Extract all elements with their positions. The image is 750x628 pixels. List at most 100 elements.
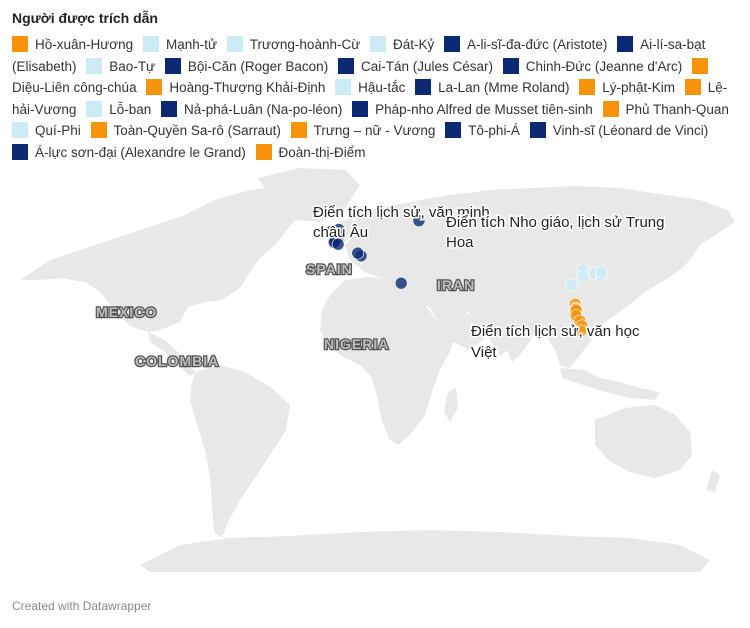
legend-swatch xyxy=(370,36,387,52)
legend-swatch xyxy=(142,36,159,52)
arabia-shape xyxy=(430,305,488,350)
annotation-china-line1: Điển tích Nho giáo, lịch sử Trung xyxy=(446,214,664,231)
marker-europe[interactable] xyxy=(351,246,365,260)
indonesia-shape xyxy=(560,368,660,400)
legend-label: Mạnh-tử xyxy=(165,37,218,52)
marker-china[interactable] xyxy=(594,265,608,279)
north-america-shape xyxy=(20,185,310,332)
country-label-nigeria: NIGERIA xyxy=(324,336,389,352)
legend-label: A-li-sĩ-đa-đức (Aristote) xyxy=(467,37,608,52)
india-shape xyxy=(498,310,540,362)
legend-swatch xyxy=(164,57,181,74)
legend-item: Mạnh-tử xyxy=(142,36,218,52)
land-layer xyxy=(20,168,735,572)
legend-item: Pháp-nho Alfred de Musset tiên-sinh xyxy=(352,100,593,117)
footer-credit: Created with Datawrapper xyxy=(12,599,152,613)
central-america-shape xyxy=(148,332,196,376)
marker-europe[interactable] xyxy=(331,237,345,251)
legend-swatch xyxy=(529,122,546,139)
legend-swatch xyxy=(337,57,354,74)
legend-swatch xyxy=(415,79,432,96)
legend-item: Nả-phá-Luân (Na-po-léon) xyxy=(161,100,343,117)
world-map: SPAIN IRAN MEXICO COLOMBIA NIGERIA Điển … xyxy=(20,168,735,572)
country-label-colombia: COLOMBIA xyxy=(135,353,219,369)
legend-label: Cai-Tán (Jules César) xyxy=(360,58,494,74)
legend-item: Hoàng-Thượng Khải-Định xyxy=(146,79,326,96)
legend-label: Chinh-Đức (Jeanne d'Arc) xyxy=(525,58,683,74)
legend-swatch xyxy=(502,57,519,74)
country-label-spain: SPAIN xyxy=(306,261,353,277)
annotations: Điển tích lịch sử, văn minh châu Âu Điển… xyxy=(312,203,666,363)
legend-label: Vinh-sĩ (Léonard de Vinci) xyxy=(552,123,709,139)
legend-item: Bao-Tự xyxy=(86,57,156,74)
legend-swatch xyxy=(602,100,619,117)
madagascar-shape xyxy=(444,388,458,422)
annotation-europe-line1: Điển tích lịch sử, văn minh xyxy=(313,204,490,221)
legend-label: Đát-Kỷ xyxy=(393,37,435,52)
legend-swatch xyxy=(617,36,634,52)
legend-item: Trương-hoành-Cừ xyxy=(226,36,360,52)
legend-label: Đoàn-thị-Điểm xyxy=(278,144,366,160)
marker-vietnam[interactable] xyxy=(574,324,588,338)
legend-item: A-li-sĩ-đa-đức (Aristote) xyxy=(444,36,608,52)
annotation-europe-line2: châu Âu xyxy=(313,224,368,241)
greenland-shape xyxy=(258,168,360,222)
legend-label: Toàn-Quyền Sa-rô (Sarraut) xyxy=(113,123,281,139)
legend-item: Lỗ-ban xyxy=(86,100,152,117)
japan-shape xyxy=(622,255,640,288)
annotation-china-line2: Hoa xyxy=(446,234,474,251)
marker-china[interactable] xyxy=(565,278,578,292)
legend-label: Bao-Tự xyxy=(109,58,156,74)
legend-item: Đoàn-thị-Điểm xyxy=(255,143,366,160)
legend-label: Hoàng-Thượng Khải-Định xyxy=(169,80,326,96)
legend-swatch xyxy=(86,57,103,74)
legend-item: La-Lan (Mme Roland) xyxy=(415,79,570,96)
legend-label: Lý-phật-Kim xyxy=(602,80,675,96)
legend-swatch xyxy=(161,100,177,117)
legend-label: Quí-Phi xyxy=(35,123,81,139)
legend-item: Lệ-hải-Vương xyxy=(12,79,728,117)
legend-swatch xyxy=(444,36,461,52)
marker-china[interactable] xyxy=(576,269,590,283)
legend-swatch xyxy=(579,79,596,96)
marker-europe[interactable] xyxy=(412,214,426,228)
legend-swatch xyxy=(290,122,307,139)
africa-shape xyxy=(320,277,455,445)
chart-title: Người được trích dẫn xyxy=(12,10,158,26)
legend-label: Pháp-nho Alfred de Musset tiên-sinh xyxy=(375,101,593,117)
legend-item: Ai-lí-sa-bạt (Elisabeth) xyxy=(12,36,705,74)
legend-swatch xyxy=(146,79,163,96)
legend-item: Đát-Kỷ xyxy=(370,36,435,52)
eurasia-shape xyxy=(345,186,735,368)
legend-label: Nả-phá-Luân (Na-po-léon) xyxy=(184,101,343,117)
annotation-vietnam-line2: Việt xyxy=(471,344,497,361)
legend-item: Hậu-tắc xyxy=(335,79,406,96)
legend-swatch xyxy=(691,57,708,74)
legend-label: Lệ-hải-Vương xyxy=(12,80,728,117)
legend-swatch xyxy=(86,100,103,117)
new-zealand-shape xyxy=(706,470,720,492)
legend-label: La-Lan (Mme Roland) xyxy=(438,80,570,96)
legend-swatch xyxy=(226,36,243,52)
legend-item: Quí-Phi xyxy=(12,122,81,139)
legend-item: Lý-phật-Kim xyxy=(579,79,675,96)
legend-item: Tô-phi-Á xyxy=(445,122,520,139)
legend-swatch xyxy=(90,122,107,139)
marker-europe[interactable] xyxy=(332,223,346,236)
annotation-vietnam-line1: Điển tích lịch sử, văn học xyxy=(471,323,640,340)
legend-swatch xyxy=(255,143,272,160)
antarctica-shape xyxy=(140,530,710,572)
legend: Hồ-xuân-Hương Mạnh-tử Trương-hoành-Cừ Đá… xyxy=(12,34,738,164)
legend-item: Á-lực sơn-đại (Alexandre le Grand) xyxy=(12,143,246,160)
legend-item: Trưng – nữ - Vương xyxy=(290,122,435,139)
legend-label: Lỗ-ban xyxy=(109,101,152,117)
marker-europe[interactable] xyxy=(394,276,408,290)
marker-layer xyxy=(324,214,608,338)
legend-swatch xyxy=(12,122,28,139)
legend-label: Hậu-tắc xyxy=(358,80,406,96)
legend-label: Hồ-xuân-Hương xyxy=(35,37,134,52)
country-label-mexico: MEXICO xyxy=(96,304,157,320)
legend-item: Cai-Tán (Jules César) xyxy=(337,57,494,74)
legend-label: Bội-Căn (Roger Bacon) xyxy=(187,58,329,74)
legend-label: Diệu-Liên công-chúa xyxy=(12,80,137,96)
